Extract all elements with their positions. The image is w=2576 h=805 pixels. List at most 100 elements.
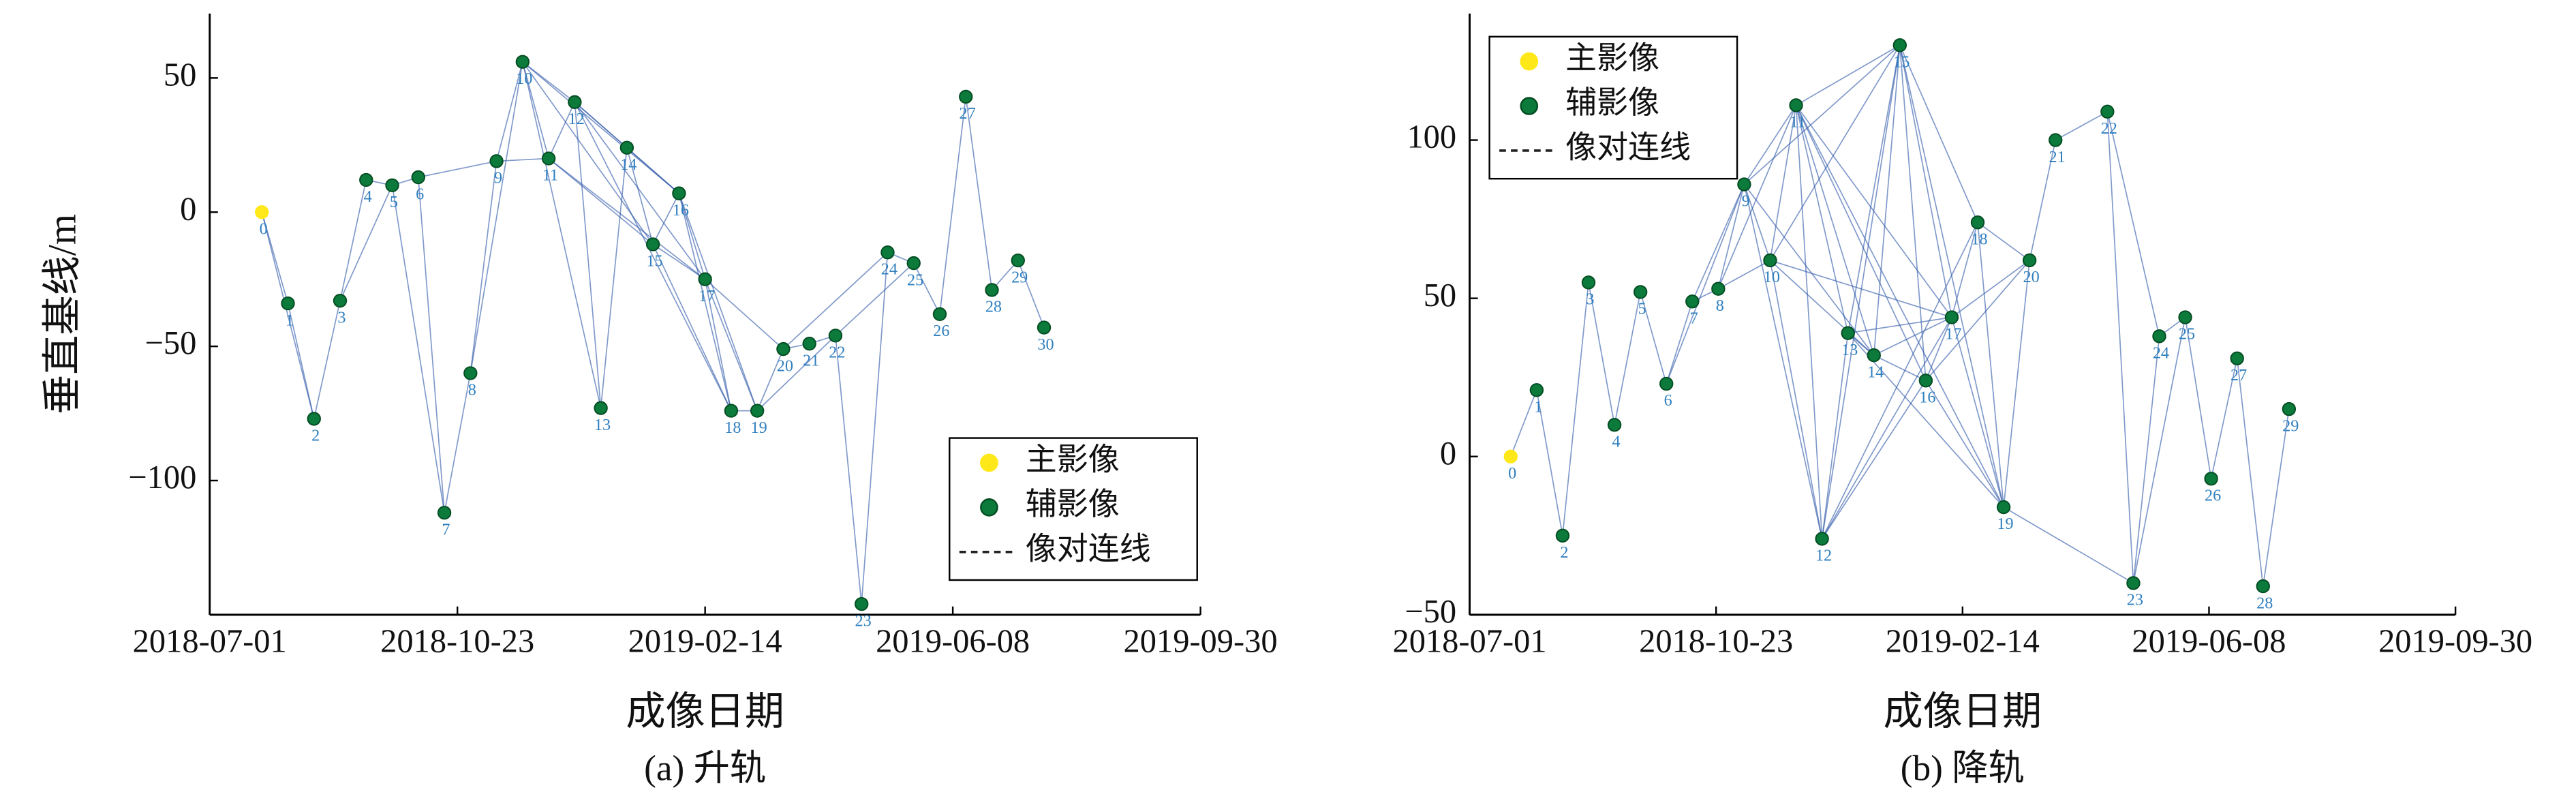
pair-link: [2055, 111, 2108, 141]
pair-link: [1925, 317, 1952, 381]
pair-link: [2184, 317, 2212, 479]
image-point: [776, 341, 791, 356]
point-label: 18: [724, 419, 741, 437]
y-tick-label: 0: [180, 191, 196, 227]
pair-link: [1795, 105, 1875, 356]
pair-link: [2106, 111, 2160, 337]
pair-link: [444, 373, 472, 513]
point-label: 5: [390, 193, 398, 211]
point-label: 17: [1945, 325, 1961, 344]
image-point: [463, 366, 478, 380]
image-point: [2022, 253, 2037, 268]
pair-link: [1795, 105, 1927, 381]
image-point: [724, 404, 739, 418]
image-point: [2126, 576, 2141, 590]
pair-link: [1666, 184, 1745, 384]
image-point: [255, 205, 269, 219]
pair-link: [1821, 317, 1952, 539]
image-point: [750, 404, 765, 418]
pair-link: [1951, 222, 1978, 318]
y-tick-label: 50: [1424, 277, 1456, 314]
y-tick-label: 50: [164, 57, 196, 93]
pair-link: [704, 279, 758, 411]
pair-link: [2106, 111, 2134, 583]
image-point: [2152, 329, 2166, 344]
point-label: 9: [494, 169, 502, 187]
image-point: [2049, 133, 2063, 147]
pair-link: [470, 61, 523, 374]
image-point: [1685, 294, 1700, 309]
point-label: 26: [2205, 486, 2221, 504]
point-label: 27: [960, 104, 976, 123]
point-label: 4: [364, 187, 372, 206]
pair-link: [417, 177, 445, 513]
point-label: 8: [468, 381, 476, 399]
point-label: 28: [2256, 594, 2273, 612]
pair-link: [1796, 44, 1901, 106]
image-point: [1944, 310, 1959, 324]
point-label: 7: [1690, 309, 1698, 328]
pair-link: [1795, 105, 1823, 539]
image-point: [985, 283, 999, 297]
image-point: [1789, 98, 1803, 112]
pair-link: [2132, 336, 2160, 583]
pair-link: [1899, 44, 1978, 223]
image-point: [1867, 348, 1881, 363]
pair-link: [1717, 105, 1797, 290]
pair-link: [1769, 260, 1875, 356]
point-label: 11: [542, 166, 558, 185]
pair-link: [574, 102, 732, 411]
pair-link: [626, 147, 679, 194]
x-tick-label: 2018-07-01: [1392, 624, 1546, 660]
pair-link: [1743, 105, 1797, 185]
point-label: 8: [1716, 297, 1724, 315]
pair-link: [913, 262, 940, 315]
pair-link: [835, 335, 863, 605]
point-label: 21: [803, 351, 819, 369]
image-point: [1529, 383, 1544, 397]
point-label: 29: [1011, 268, 1028, 286]
pair-link: [1769, 260, 1823, 539]
pair-link: [1743, 44, 1901, 185]
point-label: 2: [311, 427, 320, 445]
point-label: 25: [907, 271, 923, 289]
pair-link: [2262, 409, 2290, 587]
image-point: [1581, 275, 1596, 290]
legend-marker: [1520, 97, 1539, 115]
point-label: 10: [516, 70, 532, 88]
image-point: [959, 89, 973, 104]
pair-link: [1017, 260, 1045, 328]
pair-link: [1821, 222, 1978, 539]
point-label: 11: [1790, 113, 1805, 132]
image-point: [1918, 374, 1933, 388]
x-tick-label: 2019-02-14: [628, 624, 782, 660]
legend-marker: [980, 453, 998, 472]
pair-link: [2210, 358, 2238, 479]
image-point: [2282, 401, 2297, 416]
pair-link: [2236, 358, 2264, 587]
pair-link: [496, 157, 549, 162]
pair-link: [470, 161, 497, 374]
legend-label: 像对连线: [1565, 130, 1691, 165]
point-label: 4: [1612, 433, 1620, 451]
pair-link: [574, 102, 602, 408]
point-label: 24: [881, 260, 898, 279]
image-point: [1996, 500, 2011, 515]
image-point: [906, 256, 921, 271]
image-point: [541, 151, 556, 166]
image-point: [1555, 528, 1570, 543]
image-point: [672, 186, 686, 200]
pair-link: [678, 193, 758, 411]
point-label: 0: [1508, 464, 1516, 483]
image-point: [802, 337, 816, 351]
pair-link: [339, 179, 367, 301]
pair-link: [2029, 140, 2057, 261]
pair-link: [313, 300, 341, 419]
point-label: 6: [416, 185, 424, 203]
pair-link: [522, 61, 602, 408]
pair-link: [652, 244, 732, 411]
pair-link: [1640, 292, 1668, 384]
image-point: [1815, 532, 1829, 546]
pair-link: [1873, 45, 1901, 356]
